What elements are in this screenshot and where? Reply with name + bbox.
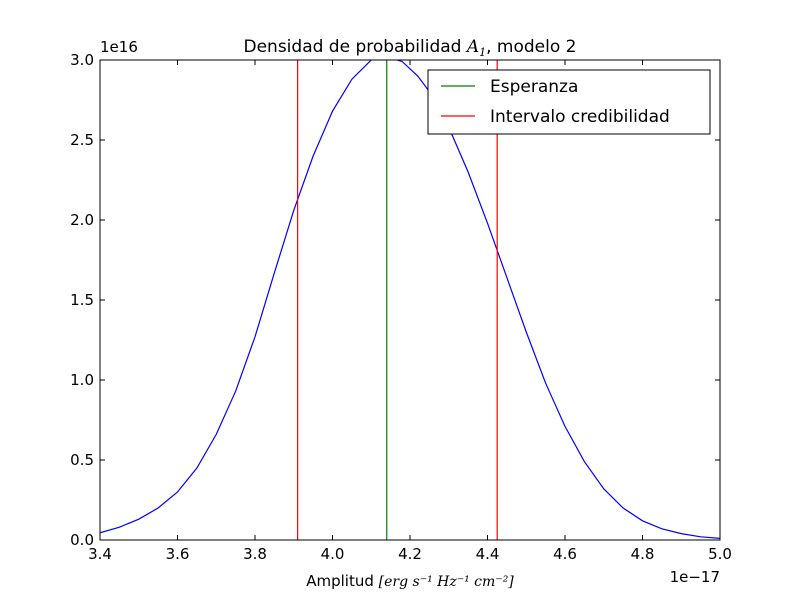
y-tick-label: 1.5 — [70, 291, 94, 309]
plot-frame — [99, 59, 721, 541]
legend-label-intervalo: Intervalo credibilidad — [490, 107, 670, 127]
density-curve — [100, 60, 720, 539]
x-tick-label: 3.8 — [243, 545, 267, 563]
y-tick-label: 0.5 — [70, 451, 94, 469]
x-tick-label: 4.8 — [631, 545, 655, 563]
y-tick-label: 2.0 — [70, 211, 94, 229]
x-tick-label: 3.4 — [88, 545, 112, 563]
chart-title: Densidad de probabilidad A1, modelo 2 — [244, 37, 577, 59]
axis-tick-labels: 3.4 3.6 3.8 4.0 4.2 4.4 4.6 4.8 5.0 0.0 0.5 1.0 1.5 2… — [70, 51, 732, 563]
x-tick-label: 4.0 — [321, 545, 345, 563]
x-tick-label: 3.6 — [166, 545, 190, 563]
y-tick-label: 1.0 — [70, 371, 94, 389]
y-tick-label: 3.0 — [70, 51, 94, 69]
x-tick-label: 4.4 — [476, 545, 500, 563]
legend-box — [427, 69, 711, 135]
plot-area — [100, 60, 720, 540]
legend: Esperanza Intervalo credibilidad — [427, 69, 711, 135]
x-tick-label: 5.0 — [708, 545, 732, 563]
x-axis-label: Amplitud [erg s⁻¹ Hz⁻¹ cm⁻²] — [306, 572, 514, 590]
y-tick-label: 2.5 — [70, 131, 94, 149]
y-offset-label: 1e16 — [100, 38, 138, 56]
x-tick-label: 4.6 — [553, 545, 577, 563]
x-tick-label: 4.2 — [398, 545, 422, 563]
x-offset-label: 1e−17 — [670, 568, 720, 586]
y-tick-label: 0.0 — [70, 531, 94, 549]
legend-label-esperanza: Esperanza — [490, 77, 578, 97]
